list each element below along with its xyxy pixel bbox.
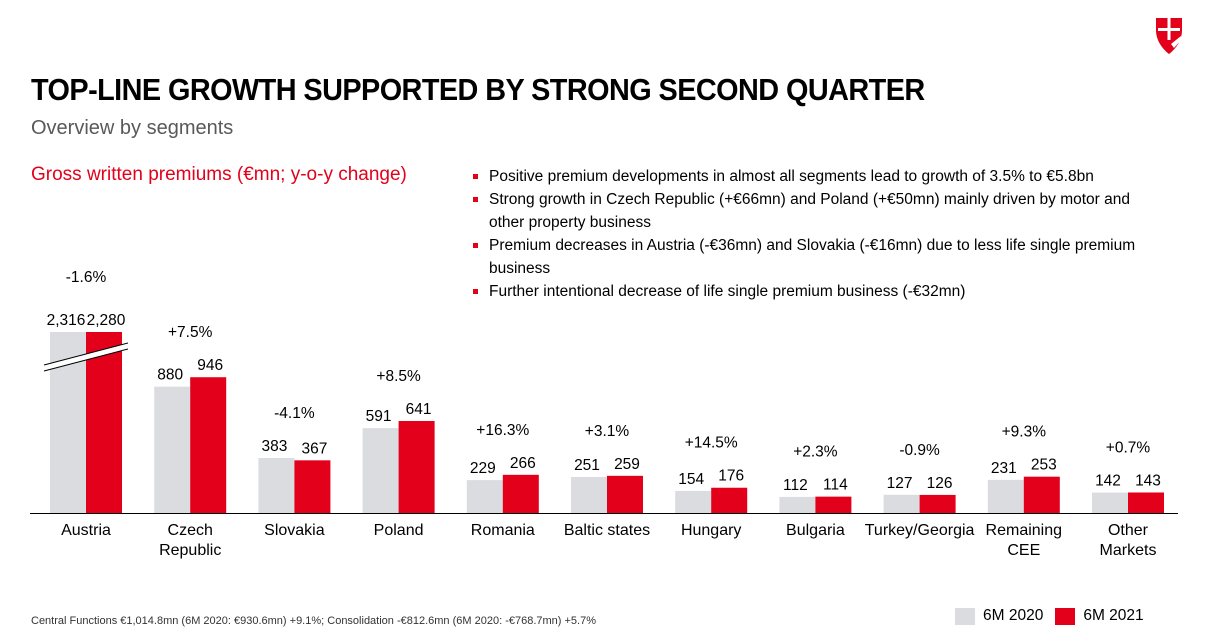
bar-2021: [398, 421, 435, 513]
category-label: Austria: [61, 522, 111, 539]
value-label-2020: 154: [678, 471, 704, 488]
category-label: Markets: [1100, 542, 1157, 559]
change-label: +14.5%: [685, 435, 738, 452]
value-label-2021: 946: [197, 357, 223, 374]
value-label-2020: 112: [783, 477, 808, 494]
bar-2021: [711, 487, 748, 513]
value-label-2021: 367: [301, 440, 327, 457]
bullet-item: Premium decreases in Austria (-€36mn) an…: [470, 234, 1160, 280]
value-label-2021: 114: [823, 477, 848, 494]
bar-2020: [883, 494, 920, 513]
legend-label-2020: 6M 2020: [983, 607, 1044, 624]
change-label: +2.3%: [793, 444, 838, 461]
value-label-2021: 253: [1031, 457, 1057, 474]
bar-2020: [571, 476, 607, 513]
change-label: -4.1%: [274, 405, 315, 422]
category-label: Remaining: [986, 522, 1062, 539]
change-label: +8.5%: [376, 368, 421, 385]
legend-item-2021: 6M 2021: [1055, 607, 1144, 625]
category-label: Romania: [471, 522, 535, 539]
value-label-2020: 229: [470, 460, 496, 477]
category-label: Poland: [374, 522, 424, 539]
value-label-2021: 176: [718, 468, 744, 485]
change-label: +16.3%: [476, 422, 529, 439]
legend-item-2020: 6M 2020: [955, 607, 1043, 625]
axis-break-line: [43, 342, 129, 366]
value-label-2020: 251: [574, 457, 600, 474]
bar-2020: [154, 386, 191, 513]
value-label-2020: 383: [261, 438, 287, 455]
axis-break-gap: [44, 343, 128, 371]
bar-2021: [502, 474, 539, 513]
bar-2021: [607, 475, 643, 513]
value-label-2021: 266: [510, 455, 536, 472]
change-label: -0.9%: [899, 442, 940, 459]
bar-2021: [86, 332, 122, 513]
bar-2021: [815, 496, 852, 513]
value-label-2020: 231: [991, 460, 1017, 477]
legend: 6M 2020 6M 2021: [955, 607, 1156, 625]
category-label: Republic: [159, 542, 221, 559]
value-label-2020: 2,316: [47, 312, 86, 329]
value-label-2020: 127: [887, 475, 913, 492]
footnote: Central Functions €1,014.8mn (6M 2020: €…: [31, 615, 596, 627]
bullet-item: Positive premium developments in almost …: [470, 165, 1160, 188]
bar-2020: [258, 458, 295, 513]
bar-2020: [779, 496, 816, 513]
category-label: Czech: [168, 522, 213, 539]
value-label-2020: 591: [366, 408, 392, 425]
chart-title: Gross written premiums (€mn; y-o-y chang…: [31, 164, 407, 185]
category-label: Turkey/Georgia: [865, 522, 975, 539]
category-label: Slovakia: [264, 522, 325, 539]
category-label: Other: [1108, 522, 1149, 539]
page-title: TOP-LINE GROWTH SUPPORTED BY STRONG SECO…: [31, 72, 925, 107]
change-label: +3.1%: [585, 423, 630, 440]
bar-2021: [190, 377, 227, 513]
bullet-list: Positive premium developments in almost …: [470, 165, 1160, 303]
page-subtitle: Overview by segments: [31, 117, 234, 139]
bar-2020: [466, 480, 503, 513]
bar-2021: [919, 494, 956, 513]
bar-2020: [1092, 492, 1128, 513]
bar-2021: [294, 460, 331, 513]
category-label: Hungary: [681, 522, 741, 539]
bullet-item: Further intentional decrease of life sin…: [470, 280, 1160, 303]
value-label-2021: 259: [614, 456, 640, 473]
value-label-2021: 126: [927, 475, 953, 492]
change-label: -1.6%: [66, 269, 107, 286]
value-label-2021: 143: [1135, 472, 1161, 489]
change-label: +9.3%: [1002, 424, 1047, 441]
change-label: +0.7%: [1106, 439, 1151, 456]
value-label-2021: 2,280: [87, 312, 126, 329]
shield-logo-icon: [1156, 18, 1182, 54]
bar-2020: [987, 479, 1024, 513]
value-label-2020: 880: [157, 367, 183, 384]
bar-2020: [675, 490, 712, 513]
value-label-2021: 641: [406, 401, 432, 418]
bar-2021: [1023, 476, 1060, 513]
category-label: CEE: [1007, 542, 1040, 559]
legend-label-2021: 6M 2021: [1083, 607, 1144, 624]
category-label: Bulgaria: [786, 522, 845, 539]
bar-2020: [362, 428, 399, 513]
legend-swatch-2020: [955, 607, 975, 625]
bullet-item: Strong growth in Czech Republic (+€66mn)…: [470, 188, 1160, 234]
bar-2021: [1128, 492, 1164, 513]
value-label-2020: 142: [1095, 473, 1121, 490]
category-label: Baltic states: [564, 522, 650, 539]
legend-swatch-2021: [1055, 607, 1076, 625]
change-label: +7.5%: [168, 324, 213, 341]
axis-break-line: [43, 348, 129, 372]
